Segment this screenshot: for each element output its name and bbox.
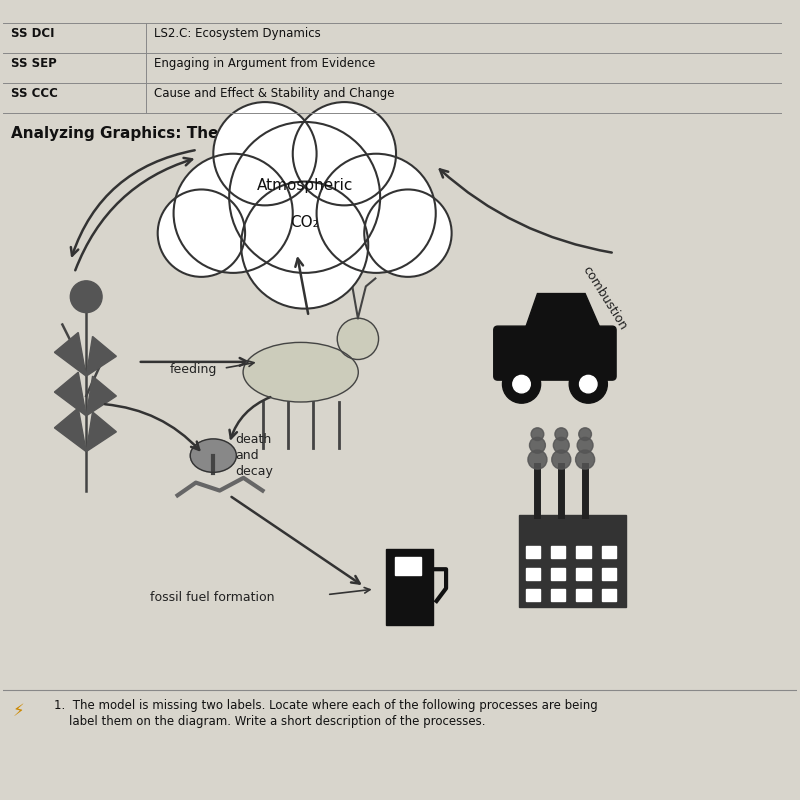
Ellipse shape	[243, 342, 358, 402]
FancyBboxPatch shape	[526, 568, 540, 579]
FancyBboxPatch shape	[551, 589, 566, 601]
Text: 1.  The model is missing two labels. Locate where each of the following processe: 1. The model is missing two labels. Loca…	[54, 699, 598, 712]
FancyBboxPatch shape	[576, 589, 590, 601]
Circle shape	[174, 154, 293, 273]
FancyBboxPatch shape	[526, 589, 540, 601]
Text: LS2.C: Ecosystem Dynamics: LS2.C: Ecosystem Dynamics	[154, 26, 321, 40]
Circle shape	[577, 438, 593, 454]
FancyBboxPatch shape	[494, 326, 616, 380]
Circle shape	[317, 154, 436, 273]
Circle shape	[554, 438, 570, 454]
FancyBboxPatch shape	[576, 568, 590, 579]
Text: SS CCC: SS CCC	[10, 87, 58, 100]
Ellipse shape	[190, 439, 236, 472]
Circle shape	[575, 450, 594, 469]
Circle shape	[528, 450, 547, 469]
Circle shape	[530, 438, 546, 454]
Circle shape	[579, 375, 597, 393]
Text: Analyzing Graphics: The Carbon Cycle: Analyzing Graphics: The Carbon Cycle	[10, 126, 335, 141]
FancyBboxPatch shape	[602, 546, 616, 558]
Polygon shape	[86, 412, 116, 452]
Text: death
and
decay: death and decay	[234, 433, 273, 478]
FancyBboxPatch shape	[551, 546, 566, 558]
Text: SS SEP: SS SEP	[10, 57, 57, 70]
Circle shape	[578, 428, 591, 441]
FancyBboxPatch shape	[386, 550, 433, 625]
Text: feeding: feeding	[170, 363, 217, 376]
Polygon shape	[525, 294, 601, 330]
Text: Engaging in Argument from Evidence: Engaging in Argument from Evidence	[154, 57, 375, 70]
Polygon shape	[54, 372, 86, 416]
Circle shape	[555, 428, 568, 441]
Circle shape	[531, 428, 544, 441]
FancyBboxPatch shape	[576, 546, 590, 558]
Circle shape	[229, 122, 380, 273]
Text: ⚡: ⚡	[12, 702, 24, 721]
FancyBboxPatch shape	[602, 568, 616, 579]
FancyBboxPatch shape	[602, 589, 616, 601]
Circle shape	[158, 190, 245, 277]
Polygon shape	[86, 376, 116, 416]
Circle shape	[214, 102, 317, 206]
Circle shape	[552, 450, 571, 469]
Text: combustion: combustion	[580, 264, 630, 333]
Circle shape	[513, 375, 530, 393]
FancyBboxPatch shape	[395, 558, 421, 574]
Text: Cause and Effect & Stability and Change: Cause and Effect & Stability and Change	[154, 87, 394, 100]
Circle shape	[241, 182, 368, 309]
Circle shape	[70, 281, 102, 313]
Circle shape	[293, 102, 396, 206]
Text: Atmospheric: Atmospheric	[257, 178, 353, 193]
Polygon shape	[54, 408, 86, 452]
Circle shape	[338, 318, 378, 359]
Circle shape	[570, 365, 607, 403]
Polygon shape	[86, 337, 116, 376]
Text: fossil fuel formation: fossil fuel formation	[150, 590, 274, 603]
Polygon shape	[54, 333, 86, 376]
Text: CO₂: CO₂	[290, 215, 319, 230]
Circle shape	[502, 365, 541, 403]
Circle shape	[364, 190, 452, 277]
FancyBboxPatch shape	[519, 515, 626, 606]
Text: SS DCI: SS DCI	[10, 26, 54, 40]
Text: label them on the diagram. Write a short description of the processes.: label them on the diagram. Write a short…	[54, 715, 486, 728]
FancyBboxPatch shape	[551, 568, 566, 579]
FancyBboxPatch shape	[526, 546, 540, 558]
